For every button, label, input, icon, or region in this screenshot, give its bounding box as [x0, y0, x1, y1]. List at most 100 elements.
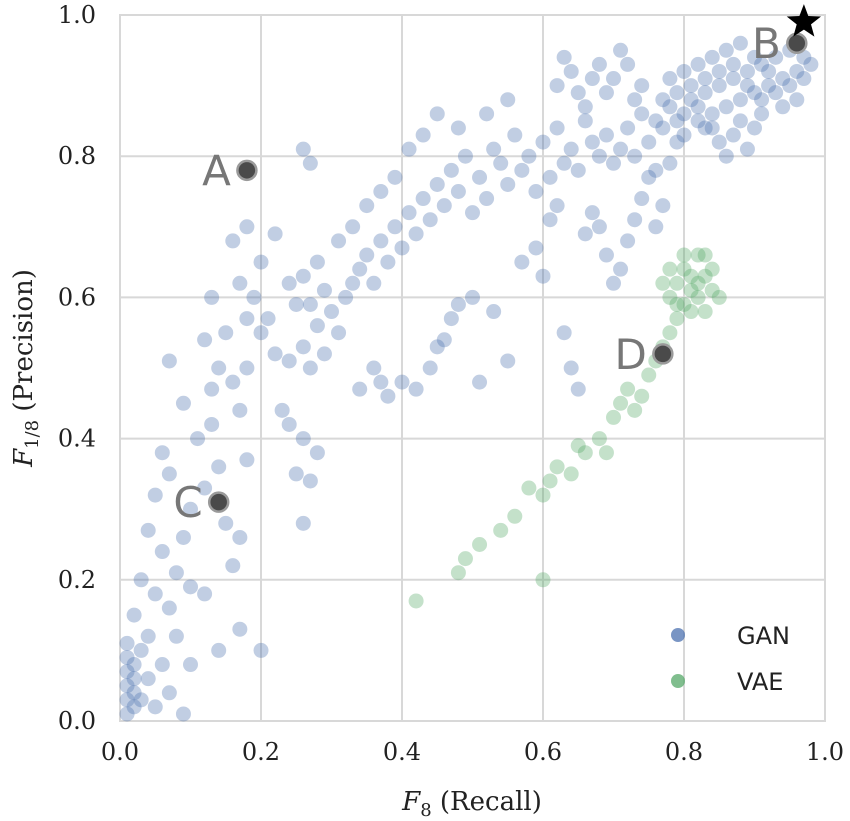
point-vae	[542, 473, 558, 489]
point-gan	[161, 466, 177, 482]
point-gan	[239, 311, 255, 327]
point-gan	[197, 332, 213, 348]
point-gan	[197, 480, 213, 496]
highlight-point-a	[236, 159, 258, 182]
point-gan	[295, 515, 311, 531]
point-vae	[627, 402, 643, 418]
point-vae	[598, 445, 614, 461]
point-gan	[401, 141, 417, 157]
point-gan	[436, 198, 452, 214]
point-gan	[457, 148, 473, 164]
point-gan	[387, 219, 403, 235]
point-gan	[183, 579, 198, 595]
point-gan	[613, 42, 629, 58]
point-vae	[697, 304, 713, 320]
point-gan	[147, 487, 163, 503]
point-vae	[676, 247, 692, 263]
point-gan	[359, 198, 375, 214]
point-gan	[514, 254, 530, 270]
point-gan	[295, 339, 311, 355]
point-gan	[535, 134, 551, 150]
point-gan	[648, 113, 664, 129]
point-vae	[683, 282, 699, 298]
point-vae	[535, 487, 551, 503]
point-gan	[183, 501, 198, 517]
point-gan	[119, 635, 135, 651]
point-gan	[190, 431, 206, 447]
point-gan	[175, 395, 191, 411]
point-vae	[676, 261, 692, 277]
point-gan	[415, 127, 431, 143]
point-gan	[472, 374, 488, 390]
point-gan	[295, 141, 311, 157]
point-gan	[500, 353, 516, 369]
point-gan	[486, 141, 502, 157]
point-gan	[232, 275, 248, 291]
point-gan	[648, 219, 664, 235]
point-gan	[606, 155, 621, 171]
point-gan	[803, 56, 819, 72]
point-gan	[634, 78, 650, 94]
point-gan	[690, 99, 706, 115]
point-gan	[754, 56, 770, 72]
point-gan	[338, 289, 354, 305]
point-gan	[274, 402, 290, 418]
point-gan	[500, 176, 516, 192]
point-gan	[549, 198, 565, 214]
point-gan	[408, 381, 424, 397]
x-tick-label: 0.2	[242, 738, 280, 766]
x-tick-label: 1.0	[806, 738, 844, 766]
point-gan	[154, 657, 170, 673]
point-gan	[690, 56, 706, 72]
point-gan	[591, 219, 607, 235]
point-gan	[613, 141, 629, 157]
x-tick-label: 0.4	[383, 738, 421, 766]
x-tick-labels: 0.0 0.2 0.4 0.6 0.8 1.0	[101, 738, 844, 766]
x-axis-title: F8 (Recall)	[401, 787, 542, 821]
point-vae	[549, 459, 565, 475]
point-gan	[331, 325, 347, 341]
y-tick-labels: 0.0 0.2 0.4 0.6 0.8 1.0	[58, 1, 96, 735]
point-gan	[126, 699, 142, 715]
point-gan	[570, 381, 586, 397]
point-gan	[683, 78, 699, 94]
point-gan	[394, 240, 410, 256]
x-tick-label: 0.0	[101, 738, 139, 766]
point-gan	[739, 141, 755, 157]
point-gan	[133, 642, 149, 658]
point-vae	[669, 311, 685, 327]
point-gan	[479, 191, 495, 207]
point-gan	[711, 134, 727, 150]
plot-area	[119, 14, 826, 722]
point-gan	[556, 49, 572, 65]
point-gan	[556, 325, 572, 341]
y-axis-symbol: F	[9, 448, 39, 468]
point-gan	[253, 325, 269, 341]
point-gan	[239, 452, 255, 468]
point-gan	[436, 332, 452, 348]
y-tick-label: 1.0	[58, 1, 96, 29]
x-axis-symbol: F	[401, 787, 421, 817]
point-gan	[401, 205, 417, 221]
point-gan	[316, 282, 332, 298]
point-gan	[295, 268, 311, 284]
point-vae	[704, 282, 720, 298]
point-gan	[204, 381, 220, 397]
series-gan	[119, 35, 819, 722]
point-gan	[591, 56, 607, 72]
point-gan	[725, 127, 741, 143]
point-vae	[620, 381, 636, 397]
point-gan	[732, 92, 748, 108]
point-gan	[683, 92, 699, 108]
point-gan	[627, 148, 643, 164]
y-axis-title: F1/8 (Precision)	[9, 269, 43, 468]
point-gan	[253, 642, 269, 658]
point-gan	[676, 63, 692, 79]
point-gan	[655, 92, 671, 108]
point-gan	[634, 191, 650, 207]
point-gan	[443, 311, 459, 327]
point-gan	[563, 141, 579, 157]
point-gan	[309, 445, 325, 461]
point-gan	[718, 148, 734, 164]
x-axis-subscript: 8	[420, 800, 431, 821]
